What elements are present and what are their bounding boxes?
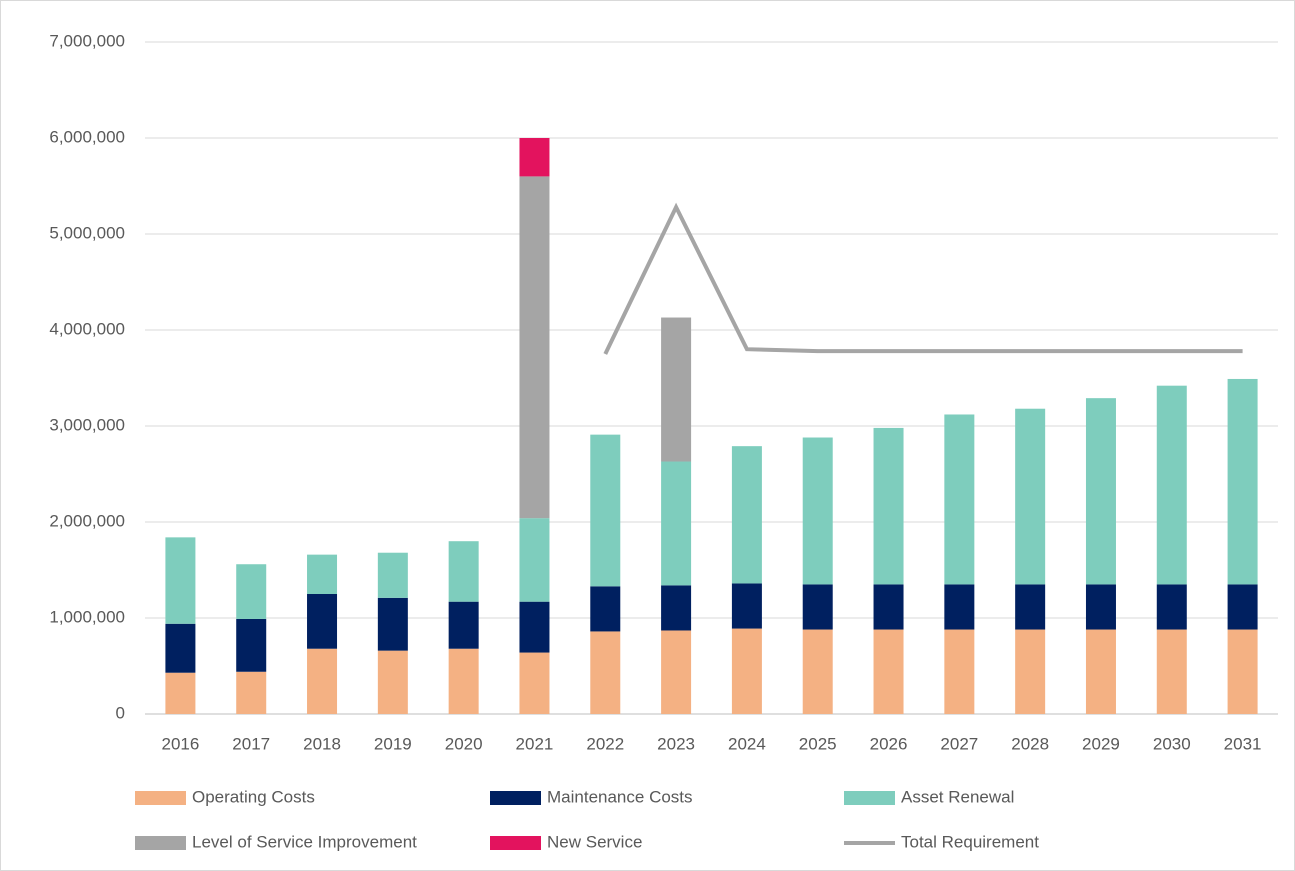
- bar-segment: [661, 461, 692, 586]
- bar-segment: [307, 554, 338, 594]
- x-tick-label: 2027: [940, 734, 978, 753]
- bar-segment: [1156, 584, 1187, 630]
- bar-segment: [377, 552, 408, 598]
- bar-segment: [590, 586, 621, 632]
- bar-segment: [802, 629, 833, 714]
- bar-segment: [1227, 584, 1258, 630]
- bar-segment: [1156, 629, 1187, 714]
- y-tick-label: 2,000,000: [49, 511, 125, 530]
- bar-segment: [448, 648, 479, 714]
- legend-swatch: [490, 836, 541, 850]
- bar-segment: [590, 631, 621, 714]
- x-tick-label: 2023: [657, 734, 695, 753]
- x-tick-label: 2025: [799, 734, 837, 753]
- x-tick-label: 2031: [1224, 734, 1262, 753]
- bar-segment: [519, 518, 550, 602]
- x-tick-label: 2019: [374, 734, 412, 753]
- bar-segment: [1085, 398, 1116, 585]
- x-tick-label: 2021: [516, 734, 554, 753]
- bar-segment: [873, 584, 904, 630]
- bar-segment: [165, 623, 196, 673]
- x-tick-label: 2028: [1011, 734, 1049, 753]
- bar-segment: [448, 541, 479, 602]
- bar-segment: [1156, 385, 1187, 585]
- bar-segment: [873, 629, 904, 714]
- bar-segment: [236, 564, 267, 619]
- x-tick-label: 2022: [586, 734, 624, 753]
- legend-swatch: [490, 791, 541, 805]
- bar-segment: [944, 629, 975, 714]
- x-tick-label: 2018: [303, 734, 341, 753]
- bar-segment: [873, 427, 904, 585]
- bar-segment: [165, 537, 196, 624]
- x-tick-label: 2026: [870, 734, 908, 753]
- y-tick-label: 3,000,000: [49, 415, 125, 434]
- bar-segment: [802, 584, 833, 630]
- y-tick-label: 5,000,000: [49, 223, 125, 242]
- bar-segment: [307, 594, 338, 649]
- bar-segment: [661, 317, 692, 462]
- bar-segment: [661, 585, 692, 631]
- bar-segment: [661, 630, 692, 714]
- bar-segment: [1015, 408, 1046, 585]
- bar-segment: [519, 652, 550, 714]
- bar-segment: [236, 671, 267, 714]
- bar-segment: [519, 138, 550, 177]
- bar-segment: [1015, 629, 1046, 714]
- legend-label: Level of Service Improvement: [192, 832, 417, 851]
- bar-segment: [590, 434, 621, 587]
- bar-segment: [448, 601, 479, 649]
- x-tick-label: 2030: [1153, 734, 1191, 753]
- y-tick-label: 7,000,000: [49, 31, 125, 50]
- bar-segment: [802, 437, 833, 585]
- legend-label: Total Requirement: [901, 832, 1039, 851]
- bar-segment: [1085, 584, 1116, 630]
- y-tick-label: 0: [116, 703, 125, 722]
- x-tick-label: 2020: [445, 734, 483, 753]
- y-tick-label: 6,000,000: [49, 127, 125, 146]
- x-tick-label: 2024: [728, 734, 766, 753]
- x-tick-label: 2017: [232, 734, 270, 753]
- bar-segment: [1227, 378, 1258, 585]
- bar-segment: [731, 446, 762, 584]
- legend-swatch: [135, 836, 186, 850]
- y-tick-label: 1,000,000: [49, 607, 125, 626]
- line-series: [603, 202, 1243, 355]
- y-tick-label: 4,000,000: [49, 319, 125, 338]
- x-tick-label: 2016: [161, 734, 199, 753]
- bar-segment: [1015, 584, 1046, 630]
- bar-segment: [731, 583, 762, 629]
- legend-swatch: [135, 791, 186, 805]
- bar-segment: [1227, 629, 1258, 714]
- legend-label: Asset Renewal: [901, 787, 1014, 806]
- bar-segment: [731, 628, 762, 714]
- bar-segment: [165, 672, 196, 714]
- bar-segment: [377, 650, 408, 714]
- bar-segment: [519, 601, 550, 653]
- bar-segment: [1085, 629, 1116, 714]
- x-tick-label: 2029: [1082, 734, 1120, 753]
- bar-segment: [236, 618, 267, 672]
- bar-segment: [307, 648, 338, 714]
- legend-label: Operating Costs: [192, 787, 315, 806]
- legend-label: Maintenance Costs: [547, 787, 693, 806]
- bar-segment: [944, 584, 975, 630]
- bar-segment: [519, 176, 550, 519]
- bar-segment: [377, 597, 408, 651]
- legend-label: New Service: [547, 832, 642, 851]
- legend-swatch: [844, 791, 895, 805]
- bar-segment: [944, 414, 975, 585]
